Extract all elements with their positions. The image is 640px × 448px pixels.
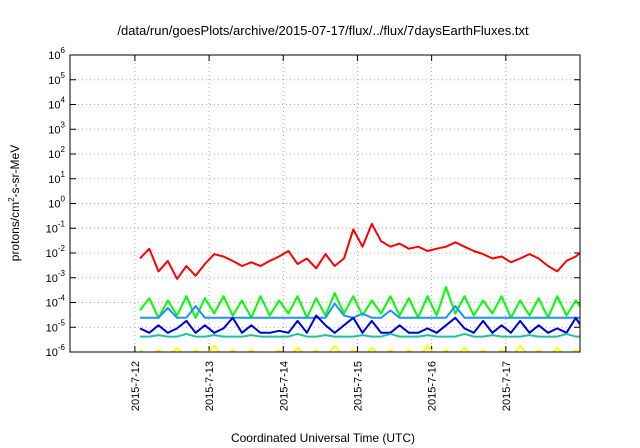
x-tick-label: 2015-7-17 [501,361,513,411]
y-tick-exponent: 4 [61,96,66,105]
y-tick-label: 10-6 [46,343,66,359]
y-tick-base: 10 [48,50,60,62]
y-tick-base: 10 [46,223,58,235]
y-axis-label-sup: 2 [7,197,16,202]
y-tick-exponent: -2 [58,244,66,253]
y-tick-exponent: -6 [58,343,66,352]
y-tick-exponent: -4 [58,294,66,303]
y-tick-label: 102 [48,145,65,161]
y-tick-label: 106 [48,46,65,62]
y-tick-base: 10 [48,124,60,136]
y-tick-base: 10 [48,199,60,211]
plot-frame [69,54,581,353]
x-tick-label: 2015-7-16 [427,361,439,411]
y-axis-label-part: protons/cm [8,202,22,261]
y-tick-base: 10 [48,174,60,186]
grid-lines [70,55,580,352]
y-axis: 10-610-510-410-310-210-11001011021031041… [46,46,580,359]
y-tick-base: 10 [48,149,60,161]
y-tick-base: 10 [46,347,58,359]
y-axis-label-part: -s-sr-MeV [8,145,22,198]
series-group [139,222,580,352]
x-tick-label: 2015-7-13 [204,361,216,411]
series-line [139,314,580,334]
x-axis: 2015-7-12 2015-7-13 2015-7-14 2015-7-15 2015… [130,55,513,411]
y-tick-label: 10-5 [46,318,66,334]
y-tick-label: 101 [48,170,65,186]
y-tick-base: 10 [46,248,58,260]
y-tick-base: 10 [46,322,58,334]
y-tick-label: 104 [48,96,65,112]
plot-area [139,222,580,352]
y-tick-label: 10-4 [46,294,66,310]
x-tick-label: 2015-7-15 [352,361,364,411]
y-tick-label: 10-3 [46,269,66,285]
series-line [140,332,580,338]
series-line [139,286,580,319]
y-tick-label: 105 [48,71,65,87]
y-axis-label: protons/cm2-s-sr-MeV [7,145,22,261]
x-tick-label: 2015-7-12 [130,361,142,411]
chart-title: /data/run/goesPlots/archive/2015-07-17/f… [117,23,529,38]
series-line [140,302,580,319]
y-tick-base: 10 [46,298,58,310]
y-tick-exponent: 3 [61,120,66,129]
y-tick-exponent: -5 [58,318,66,327]
y-tick-exponent: 5 [61,71,66,80]
y-tick-label: 103 [48,120,65,136]
y-tick-label: 10-2 [46,244,66,260]
y-tick-exponent: 1 [61,170,66,179]
y-tick-exponent: 2 [61,145,66,154]
y-tick-exponent: -1 [58,219,66,228]
y-tick-exponent: 6 [61,46,66,55]
y-tick-exponent: -3 [58,269,66,278]
y-tick-base: 10 [48,100,60,112]
y-tick-base: 10 [46,273,58,285]
y-tick-label: 10-1 [46,219,66,235]
y-tick-base: 10 [48,75,60,87]
series-line [139,222,580,280]
x-axis-label: Coordinated Universal Time (UTC) [231,431,415,445]
y-tick-exponent: 0 [61,195,66,204]
x-tick-label: 2015-7-14 [278,361,290,411]
y-tick-label: 100 [48,195,65,211]
